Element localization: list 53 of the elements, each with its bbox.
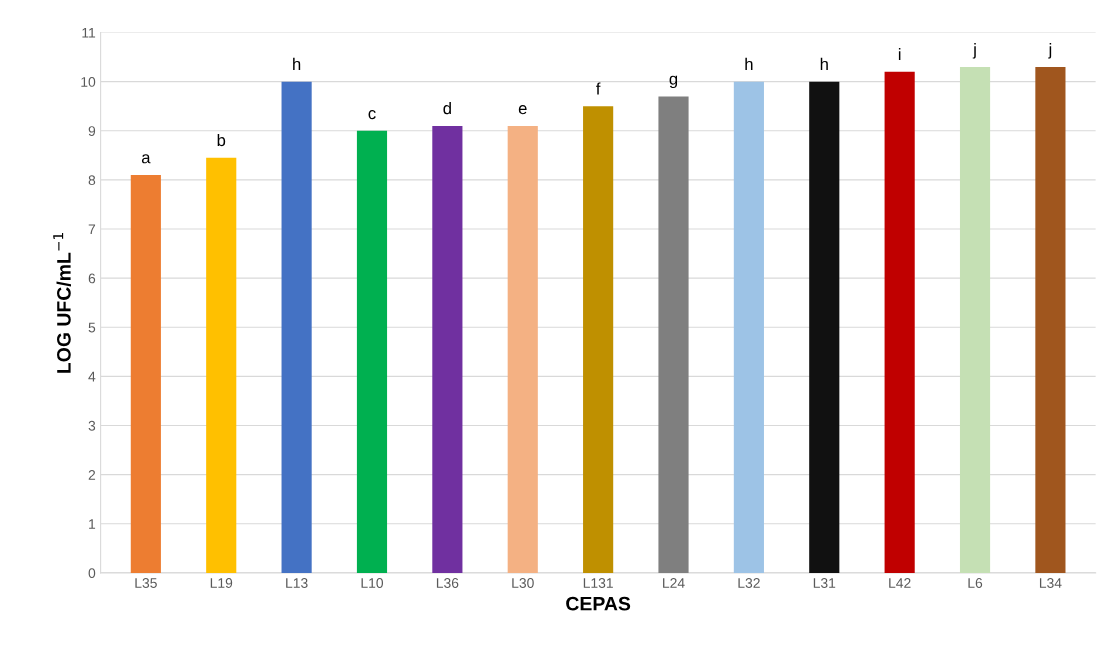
annotation: e — [518, 105, 527, 115]
annotation: h — [745, 57, 753, 70]
x-tick-label: L34 — [1039, 578, 1062, 588]
bar — [507, 125, 538, 573]
y-tick-label: 10 — [81, 77, 96, 87]
annotation: h — [820, 57, 828, 70]
bar — [809, 81, 840, 573]
y-tick-label: 6 — [88, 273, 96, 284]
bar — [1035, 66, 1066, 573]
annotation: d — [443, 102, 451, 115]
annotation: i — [898, 47, 901, 61]
annotation: g — [669, 75, 678, 89]
bar — [281, 81, 312, 573]
y-tick-label: 3 — [88, 420, 96, 431]
bar — [130, 175, 161, 573]
x-tick-label: L42 — [889, 578, 911, 588]
annotation: b — [217, 133, 226, 147]
x-axis-title: CEPAS — [566, 596, 631, 611]
y-tick-label: 11 — [82, 28, 96, 38]
y-tick-label: 5 — [88, 322, 96, 333]
x-tick-label: L131 — [583, 578, 613, 588]
annotation: h — [293, 57, 301, 70]
x-tick-label: L13 — [286, 578, 308, 588]
y-tick-label: 4 — [88, 371, 96, 382]
y-tick-label: 2 — [88, 469, 96, 480]
bar — [884, 71, 915, 573]
y-tick-label: 8 — [88, 175, 96, 186]
bar — [432, 125, 463, 573]
x-tick-label: L31 — [813, 578, 836, 588]
x-tick-label: L35 — [135, 578, 157, 588]
bar — [959, 66, 991, 573]
x-tick-label: L30 — [512, 578, 534, 588]
bar — [733, 81, 764, 573]
x-tick-label: L6 — [968, 578, 983, 588]
annotation: a — [141, 154, 151, 164]
bar — [583, 106, 614, 573]
x-tick-label: L36 — [436, 578, 459, 588]
y-tick-label: 1 — [89, 519, 96, 529]
y-tick-label: 0 — [88, 568, 96, 579]
bar — [206, 157, 237, 573]
annotation: c — [368, 110, 376, 120]
bar — [658, 96, 689, 573]
x-tick-label: L24 — [663, 578, 685, 588]
x-tick-label: L32 — [738, 578, 760, 588]
y-tick-label: 9 — [88, 126, 96, 136]
y-axis-title: LOG UFC/mL$^{−1}$ — [53, 233, 71, 373]
annotation: j — [972, 43, 976, 59]
y-tick-label: 7 — [88, 224, 96, 235]
annotation: f — [596, 82, 601, 95]
annotation: j — [1048, 43, 1052, 59]
x-tick-label: L10 — [361, 578, 384, 588]
x-tick-label: L19 — [210, 578, 233, 588]
bar — [356, 130, 388, 573]
